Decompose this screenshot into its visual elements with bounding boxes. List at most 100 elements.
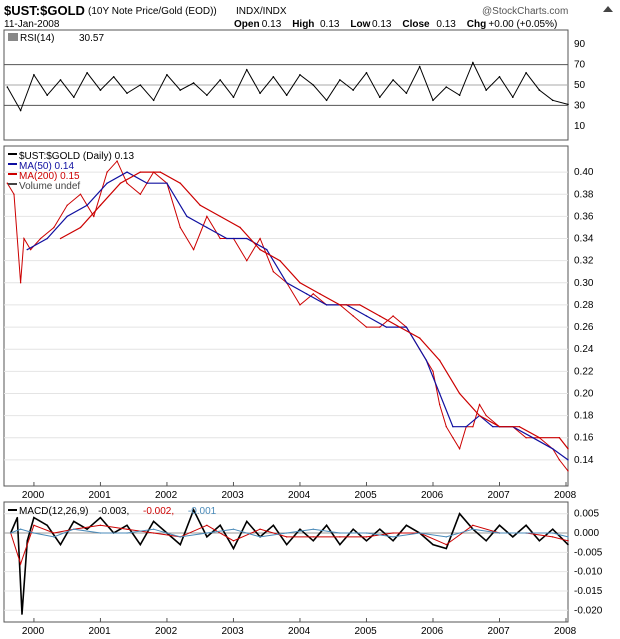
price-point [199,204,201,207]
rsi-point [445,86,448,88]
x-tick-label: 2004 [288,490,311,501]
macd-point [312,540,314,542]
x-tick-label: 2004 [288,626,311,637]
macd-point [86,528,88,530]
price-point [465,425,467,428]
rsi-y-ticks: 10 30 50 70 90 [574,39,586,132]
price-point [246,237,248,240]
price-point [567,459,569,461]
legend-swatch [8,153,17,155]
rsi-point [86,71,88,74]
rsi-point [458,94,461,96]
price-tick-label: 0.28 [574,300,594,311]
x-tick-label: 2002 [155,490,178,501]
macd-point [458,513,461,515]
macd-point [498,532,501,534]
price-tick-label: 0.32 [574,256,594,267]
macd-legend: MACD(12,26,9) -0.003, -0.002, -0.001 [8,506,217,517]
macd-point [339,536,341,538]
macd-tick-label: -0.015 [574,586,603,597]
ohlc-label: Low [350,19,370,30]
macd-point [206,532,208,534]
price-point [139,171,142,173]
rsi-tick-label: 90 [574,39,586,50]
rsi-tick-label: 10 [574,121,586,132]
price-point [418,337,421,339]
price-tick-label: 0.24 [574,344,594,355]
macd-point [498,524,501,527]
price-point [567,448,569,450]
price-point [552,448,554,450]
rsi-point [126,92,128,94]
price-point [325,304,328,306]
watermark: @StockCharts.com [482,6,568,17]
price-tick-label: 0.22 [574,366,594,377]
macd-point [139,543,142,546]
macd-point [152,528,155,530]
ohlc-value: +0.00 (+0.05%) [488,19,557,30]
macd-point [206,524,208,527]
macd-point [552,528,554,530]
price-point [126,171,128,173]
price-tick-label: 0.36 [574,211,594,222]
price-point [192,248,195,251]
price-point [246,259,248,262]
price-point [272,271,275,273]
legend-swatch [8,163,17,165]
price-legend-item: MA(50) 0.14 [19,161,74,172]
price-series-group [6,160,569,472]
price-point [79,193,82,195]
price-point [458,448,461,450]
price-point [399,326,401,328]
price-legend-item: $UST:$GOLD (Daily) 0.13 [19,151,134,162]
x-tick-label: 2001 [88,626,111,637]
rsi-point [485,89,487,91]
price-point [319,293,321,295]
price-legend-item: MA(200) 0.15 [19,171,80,182]
macd-tick-label: -0.005 [574,547,603,558]
price-point [93,215,95,218]
price-point [365,315,368,317]
price-point [438,392,441,395]
price-point [525,437,527,439]
x-tick-label: 2000 [22,490,45,501]
rsi-point [19,109,22,112]
ohlc-value: 0.13 [262,19,282,30]
macd-point [53,532,55,534]
x-tick-label: 2002 [155,626,178,637]
macd-point [179,543,181,546]
x-tick-label: 2006 [421,490,444,501]
macd-point [192,509,195,511]
price-tick-label: 0.34 [574,234,594,245]
x-tick-label: 2003 [221,490,244,501]
x-tick-label: 2008 [554,490,577,501]
price-point [458,392,461,395]
price-point [498,425,501,428]
price-point [532,437,534,439]
price-point [259,248,261,251]
macd-point [339,543,341,546]
rsi-point [259,92,261,94]
macd-point [445,536,447,538]
price-point [478,414,481,417]
price-point [266,248,268,251]
price-legend-item: Volume undef [19,181,80,192]
ohlc-value: 0.13 [320,19,340,30]
macd-point [525,524,527,527]
macd-y-ticks: 0.005 0.000 -0.005 -0.010 -0.015 -0.020 [574,509,603,617]
rsi-point [538,89,541,91]
macd-point [33,524,35,527]
rsi-point [312,84,315,86]
x-tick-label: 2008 [554,626,577,637]
macd-series-group [9,507,569,615]
macd-point [259,528,261,530]
legend-swatch [8,509,17,511]
price-point [239,226,241,229]
macd-panel [3,501,569,623]
ohlc-label: High [292,19,314,30]
macd-point [379,528,381,530]
price-point [116,160,118,162]
rsi-point [245,68,248,71]
macd-point [325,524,328,527]
rsi-legend-name: RSI(14) [20,33,54,44]
